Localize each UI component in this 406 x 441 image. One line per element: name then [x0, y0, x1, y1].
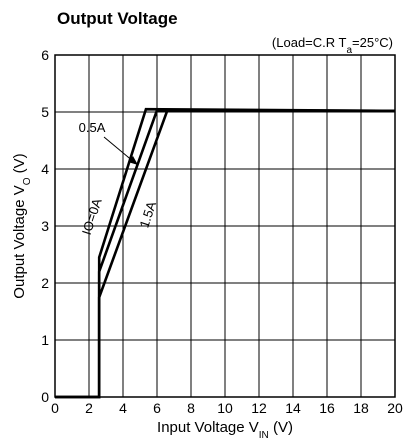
x-tick-label: 14 [285, 400, 301, 416]
series-label: IO=0A [79, 196, 105, 236]
x-axis-label-text: Input Voltage V [157, 419, 259, 436]
y-axis-label-text: Output Voltage V [11, 185, 28, 298]
x-axis-label-rest: (V) [269, 419, 293, 436]
x-axis-label: Input Voltage VIN (V) [157, 419, 293, 441]
x-tick-label: 20 [387, 400, 403, 416]
plot-frame [54, 54, 396, 398]
y-tick-label: 6 [41, 47, 49, 63]
annotation-sub: a [346, 45, 352, 56]
x-axis-label-sub: IN [259, 430, 269, 441]
label-arrow [103, 136, 135, 163]
annotation-rest: =25°C) [352, 35, 393, 50]
annotation-text: (Load=C.R T [272, 35, 347, 50]
x-tick-label: 8 [187, 400, 195, 416]
x-tick-label: 12 [251, 400, 267, 416]
y-axis-label-rest: (V) [11, 153, 28, 177]
y-axis-label: Output Voltage VO (V) [11, 153, 33, 298]
arrow-head [128, 156, 138, 165]
y-tick-label: 3 [41, 218, 49, 234]
y-tick-label: 2 [41, 275, 49, 291]
x-tick-label: 10 [217, 400, 233, 416]
x-tick-label: 16 [319, 400, 335, 416]
x-tick-label: 6 [153, 400, 161, 416]
annotation: (Load=C.R Ta=25°C) [272, 35, 393, 56]
x-tick-label: 2 [85, 400, 93, 416]
y-tick-label: 1 [41, 332, 49, 348]
y-axis-label-sub: O [22, 177, 33, 185]
y-tick-label: 0 [41, 389, 49, 405]
y-tick-label: 5 [41, 104, 49, 120]
x-tick-label: 4 [119, 400, 127, 416]
chart-title: Output Voltage [57, 9, 178, 28]
y-tick-label: 4 [41, 161, 49, 177]
x-tick-label: 18 [353, 400, 369, 416]
series-label: 1.5A [136, 199, 159, 229]
x-tick-label: 0 [51, 400, 59, 416]
series-line [55, 109, 395, 399]
series-label: 0.5A [79, 120, 106, 135]
